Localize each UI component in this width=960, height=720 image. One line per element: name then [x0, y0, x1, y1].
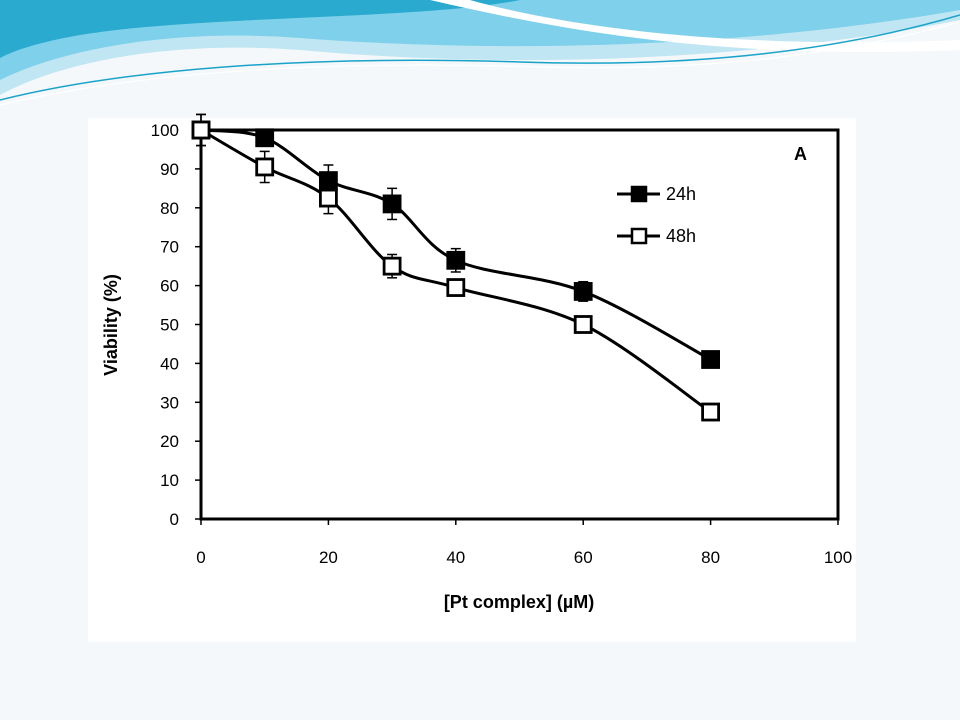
y-tick-label: 10 — [160, 471, 179, 490]
data-point-48h — [382, 256, 402, 276]
y-tick-label: 100 — [151, 121, 179, 140]
data-point-48h — [255, 157, 275, 177]
data-point-24h — [573, 282, 593, 301]
x-tick-label: 20 — [319, 548, 338, 567]
y-axis-title: Viability (%) — [101, 274, 121, 376]
y-tick-label: 90 — [160, 160, 179, 179]
y-tick-label: 0 — [170, 510, 179, 529]
y-tick-label: 80 — [160, 199, 179, 218]
x-tick-label: 40 — [446, 548, 465, 567]
y-tick-label: 40 — [160, 354, 179, 373]
x-tick-label: 100 — [824, 548, 852, 567]
series-48h — [191, 113, 720, 422]
series-layer — [191, 113, 720, 422]
data-point-48h — [191, 120, 211, 140]
y-tick-label: 50 — [160, 316, 179, 335]
banner-thin-line-2 — [0, 21, 960, 106]
x-axis-ticks: 0 20 40 60 80 100 — [196, 519, 852, 567]
data-point-48h — [318, 188, 338, 208]
x-tick-label: 60 — [574, 548, 593, 567]
panel-label: A — [794, 144, 807, 164]
legend-marker-24h — [630, 185, 648, 203]
data-point-24h — [255, 128, 275, 148]
x-tick-label: 0 — [196, 548, 205, 567]
data-point-48h — [701, 402, 720, 422]
data-point-24h — [382, 194, 402, 214]
legend: 24h 48h — [617, 184, 696, 246]
legend-label-24h: 24h — [666, 184, 696, 204]
slide-header-swoosh — [0, 0, 960, 106]
banner-deep-band — [0, 0, 520, 58]
banner-white-ribbon — [430, 0, 960, 52]
legend-marker-48h — [630, 227, 648, 245]
y-tick-label: 60 — [160, 277, 179, 296]
x-axis-title: [Pt complex] (µM) — [444, 592, 594, 612]
data-point-48h — [573, 315, 593, 334]
data-point-24h — [446, 250, 466, 270]
data-point-24h — [701, 350, 720, 369]
y-tick-label: 20 — [160, 432, 179, 451]
y-axis-ticks: 0 10 20 30 40 50 60 70 80 90 100 — [151, 121, 201, 529]
legend-label-48h: 48h — [666, 226, 696, 246]
x-tick-label: 80 — [701, 548, 720, 567]
y-tick-label: 30 — [160, 393, 179, 412]
y-tick-label: 70 — [160, 238, 179, 257]
chart-canvas — [88, 118, 856, 642]
data-point-48h — [446, 278, 466, 297]
banner-thin-line — [0, 14, 960, 101]
